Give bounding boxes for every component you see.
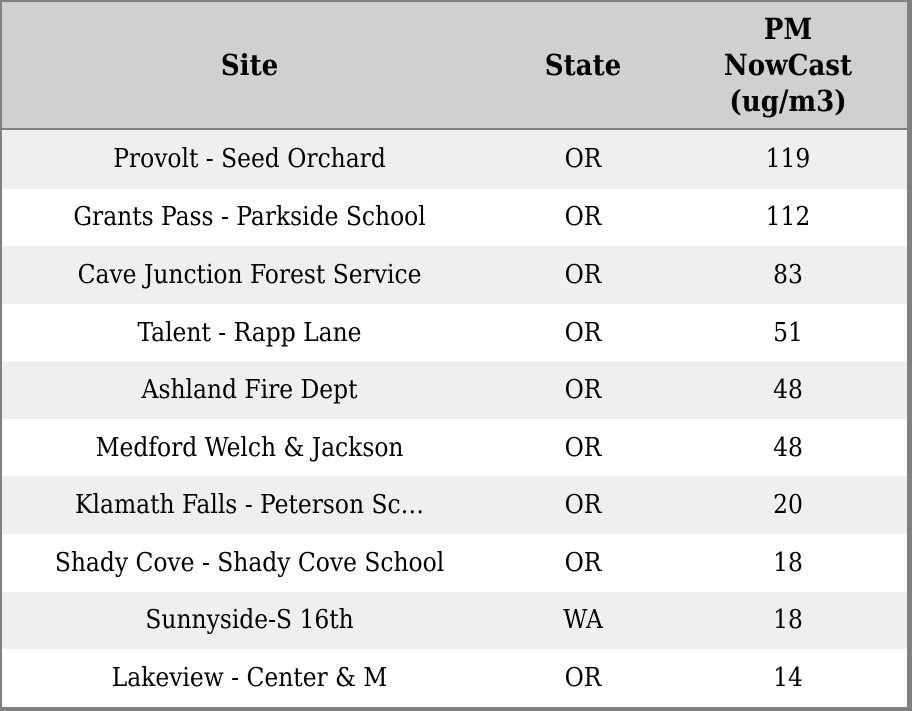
state-cell: OR xyxy=(564,317,602,348)
table-row: Lakeview - Center & M OR 14 xyxy=(2,649,907,707)
table-row: Sunnyside-S 16th WA 18 xyxy=(2,591,907,650)
state-cell: OR xyxy=(564,202,602,233)
pm-nowcast-cell: 48 xyxy=(773,375,803,406)
pm-nowcast-cell: 112 xyxy=(765,202,811,233)
table-row: Ashland Fire Dept OR 48 xyxy=(2,361,907,419)
table-row: Provolt - Seed Orchard OR 119 xyxy=(2,129,907,189)
table-row: Cave Junction Forest Service OR 83 xyxy=(2,246,907,304)
site-cell: Talent - Rapp Lane xyxy=(137,317,362,348)
state-cell: OR xyxy=(564,375,602,406)
state-cell: WA xyxy=(563,605,603,636)
table-row: Klamath Falls - Peterson Sc… OR 20 xyxy=(2,476,907,535)
site-cell: Lakeview - Center & M xyxy=(111,663,388,694)
state-cell: OR xyxy=(564,663,602,694)
pm-nowcast-cell: 48 xyxy=(773,432,803,463)
table-body: Provolt - Seed Orchard OR 119 Grants Pass -… xyxy=(2,129,907,707)
pm-nowcast-cell: 83 xyxy=(773,259,803,290)
col-header-site[interactable]: Site xyxy=(2,2,498,130)
table-row: Talent - Rapp Lane OR 51 xyxy=(2,303,907,362)
table-row: Medford Welch & Jackson OR 48 xyxy=(2,418,907,477)
state-cell: OR xyxy=(564,490,602,521)
site-cell: Ashland Fire Dept xyxy=(141,375,358,406)
pm-nowcast-cell: 119 xyxy=(765,144,811,175)
state-cell: OR xyxy=(564,259,602,290)
site-cell: Shady Cove - Shady Cove School xyxy=(54,547,445,578)
table-row: Grants Pass - Parkside School OR 112 xyxy=(2,188,907,247)
site-cell: Cave Junction Forest Service xyxy=(77,259,422,290)
pm-nowcast-cell: 18 xyxy=(773,547,803,578)
pm-nowcast-cell: 51 xyxy=(773,317,803,348)
state-cell: OR xyxy=(564,547,602,578)
state-cell: OR xyxy=(564,144,602,175)
site-cell: Sunnyside-S 16th xyxy=(145,605,354,636)
col-header-state[interactable]: State xyxy=(497,2,669,130)
site-cell: Medford Welch & Jackson xyxy=(95,432,404,463)
pm-nowcast-cell: 20 xyxy=(773,490,803,521)
site-cell: Klamath Falls - Peterson Sc… xyxy=(75,490,424,521)
table-row: Shady Cove - Shady Cove School OR 18 xyxy=(2,534,907,592)
state-cell: OR xyxy=(564,432,602,463)
site-cell: Provolt - Seed Orchard xyxy=(113,144,386,175)
pm-nowcast-cell: 14 xyxy=(773,663,803,694)
col-header-pm-nowcast[interactable]: PM NowCast (ug/m3) xyxy=(668,2,907,130)
pm-nowcast-cell: 18 xyxy=(773,605,803,636)
site-cell: Grants Pass - Parkside School xyxy=(73,202,426,233)
header-row: Site State PM NowCast (ug/m3) xyxy=(2,2,907,130)
